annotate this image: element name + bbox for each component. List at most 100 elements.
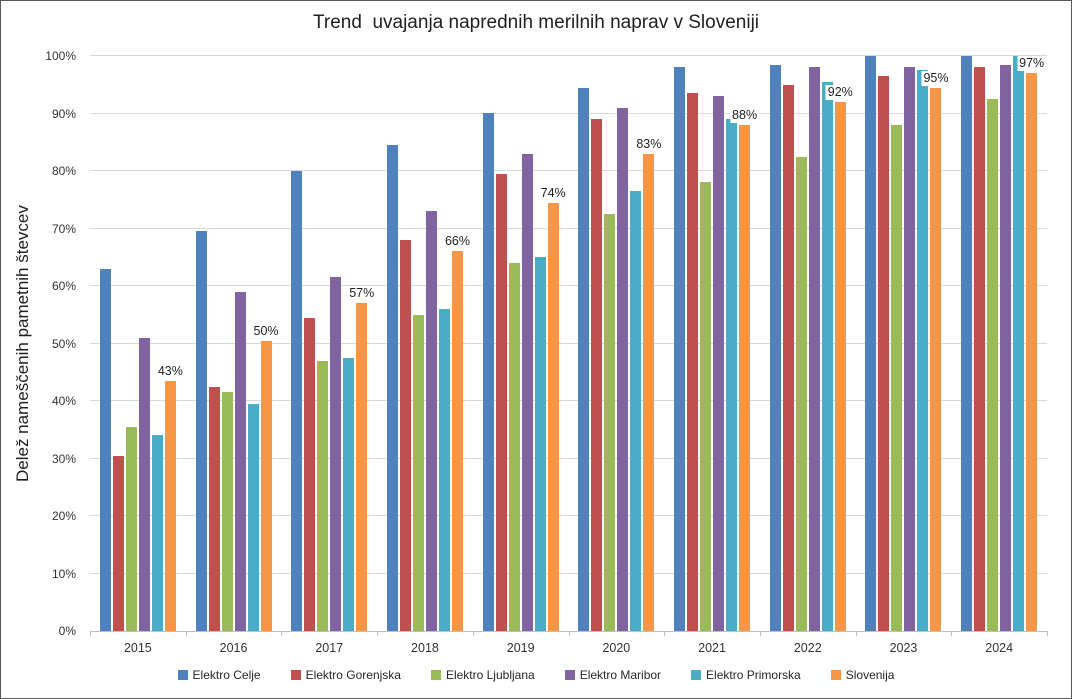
- bar-elektro-celje-2015: [99, 269, 111, 631]
- bar-group-2019: 74%: [473, 56, 569, 631]
- x-tick-label-2018: 2018: [411, 641, 439, 655]
- bar-elektro-celje-2022: [769, 65, 781, 631]
- bar-slovenija-2017: 57%: [347, 286, 377, 631]
- legend-item-slovenija: Slovenija: [830, 668, 895, 682]
- bar-elektro-ljubljana-2015: [125, 427, 137, 631]
- x-axis-tick: [377, 631, 379, 636]
- bar-slovenija-2023: 95%: [921, 71, 951, 631]
- data-label: 43%: [155, 364, 185, 379]
- legend-item-elektro-gorenjska: Elektro Gorenjska: [290, 668, 401, 682]
- x-tick-label-2019: 2019: [506, 641, 535, 655]
- bar-group-2016: 50%: [186, 56, 282, 631]
- legend-swatch-icon: [290, 670, 301, 680]
- data-label: 50%: [251, 324, 281, 339]
- y-tick-label: 70%: [51, 221, 76, 236]
- x-axis-tick: [472, 631, 474, 636]
- legend-label: Elektro Ljubljana: [445, 668, 535, 682]
- bar-elektro-ljubljana-2021: [700, 182, 712, 631]
- bar-elektro-gorenjska-2020: [591, 119, 603, 631]
- x-axis-tick: [855, 631, 857, 636]
- y-tick-label: 90%: [51, 106, 76, 121]
- x-tick-label-2016: 2016: [219, 641, 248, 655]
- x-tick-label-2024: 2024: [985, 641, 1014, 655]
- bar-group-2022: 92%: [760, 56, 856, 631]
- legend-swatch-icon: [691, 670, 702, 680]
- x-axis-ticks: [90, 631, 1048, 636]
- data-label: 92%: [825, 85, 855, 100]
- x-tick-label-2015: 2015: [123, 641, 152, 655]
- legend-label: Slovenija: [845, 668, 895, 682]
- bar-elektro-gorenjska-2017: [304, 318, 316, 631]
- bar-elektro-celje-2024: [961, 56, 973, 631]
- bar-elektro-ljubljana-2017: [317, 361, 329, 631]
- bar-elektro-maribor-2019: [521, 154, 533, 631]
- bar-elektro-gorenjska-2021: [687, 93, 699, 631]
- x-axis-tick: [951, 631, 953, 636]
- y-tick-label: 80%: [51, 164, 76, 178]
- gridline: [90, 572, 1047, 574]
- bar-group-2018: 66%: [377, 56, 473, 631]
- bar-slovenija-2022: 92%: [825, 85, 855, 631]
- gridline: [90, 112, 1047, 114]
- bar-elektro-maribor-2016: [234, 292, 246, 631]
- bar-slovenija-2018: 66%: [442, 234, 472, 631]
- y-tick-label: 20%: [51, 509, 76, 523]
- x-tick-label-2022: 2022: [793, 641, 822, 655]
- x-tick-label-2017: 2017: [315, 641, 344, 655]
- gridline: [90, 515, 1047, 516]
- bar-group-2021: 88%: [664, 56, 760, 631]
- bar-elektro-gorenjska-2022: [782, 85, 794, 631]
- bar-elektro-primorska-2024: [1013, 56, 1025, 631]
- bar-group-2024: 97%: [951, 56, 1047, 631]
- bar-elektro-maribor-2015: [138, 338, 150, 631]
- bar-groups: 43% 50% 57% 66% 74% 83% 88% 92% 95% 97%: [90, 56, 1047, 631]
- bar-elektro-primorska-2019: [534, 257, 546, 631]
- bar-elektro-primorska-2021: [726, 119, 738, 631]
- legend-label: Elektro Celje: [192, 668, 261, 682]
- bar-elektro-gorenjska-2018: [399, 240, 411, 631]
- bar-elektro-ljubljana-2023: [891, 125, 903, 631]
- gridline: [90, 457, 1047, 459]
- bar-elektro-primorska-2015: [151, 435, 163, 631]
- bar-elektro-maribor-2022: [808, 67, 820, 631]
- legend-label: Elektro Maribor: [579, 668, 662, 682]
- plot-area: 43% 50% 57% 66% 74% 83% 88% 92% 95% 97%: [90, 55, 1047, 632]
- bar-elektro-ljubljana-2016: [221, 392, 233, 631]
- bar-elektro-primorska-2023: [917, 70, 929, 631]
- bar-elektro-ljubljana-2018: [412, 315, 424, 631]
- bar-elektro-maribor-2023: [904, 67, 916, 631]
- bar-elektro-primorska-2022: [821, 82, 833, 631]
- data-label: 97%: [1017, 56, 1047, 71]
- gridline: [90, 285, 1047, 286]
- y-tick-label: 60%: [51, 279, 76, 293]
- bar-elektro-maribor-2024: [1000, 65, 1012, 631]
- bar-elektro-ljubljana-2022: [795, 157, 807, 631]
- legend-swatch-icon: [830, 670, 841, 680]
- bar-elektro-celje-2021: [674, 67, 686, 631]
- legend-swatch-icon: [430, 670, 441, 680]
- bar-group-2023: 95%: [856, 56, 952, 631]
- bar-elektro-gorenjska-2019: [495, 174, 507, 631]
- gridline: [90, 170, 1047, 171]
- gridline: [90, 55, 1047, 56]
- gridline: [90, 227, 1047, 229]
- bar-elektro-primorska-2020: [630, 191, 642, 631]
- bar-elektro-ljubljana-2020: [604, 214, 616, 631]
- bar-elektro-gorenjska-2024: [974, 67, 986, 631]
- legend-item-elektro-maribor: Elektro Maribor: [564, 668, 662, 682]
- x-tick-label-2020: 2020: [602, 641, 631, 655]
- data-label: 57%: [347, 286, 377, 301]
- data-label: 74%: [538, 186, 568, 201]
- x-axis-tick: [664, 631, 666, 636]
- bar-elektro-celje-2017: [291, 171, 303, 631]
- x-axis-tick-labels: 2015 2016 2017 2018 2019 2020 2021 2022 2023 2024: [90, 641, 1047, 655]
- bar-group-2017: 57%: [281, 56, 377, 631]
- bar-elektro-ljubljana-2024: [987, 99, 999, 631]
- y-tick-label: 100%: [45, 49, 76, 63]
- y-tick-label: 0%: [58, 624, 76, 638]
- x-axis-tick: [281, 631, 283, 636]
- bar-elektro-maribor-2021: [713, 96, 725, 631]
- y-tick-label: 40%: [51, 394, 76, 408]
- y-tick-label: 30%: [51, 451, 76, 466]
- bar-elektro-primorska-2017: [343, 358, 355, 631]
